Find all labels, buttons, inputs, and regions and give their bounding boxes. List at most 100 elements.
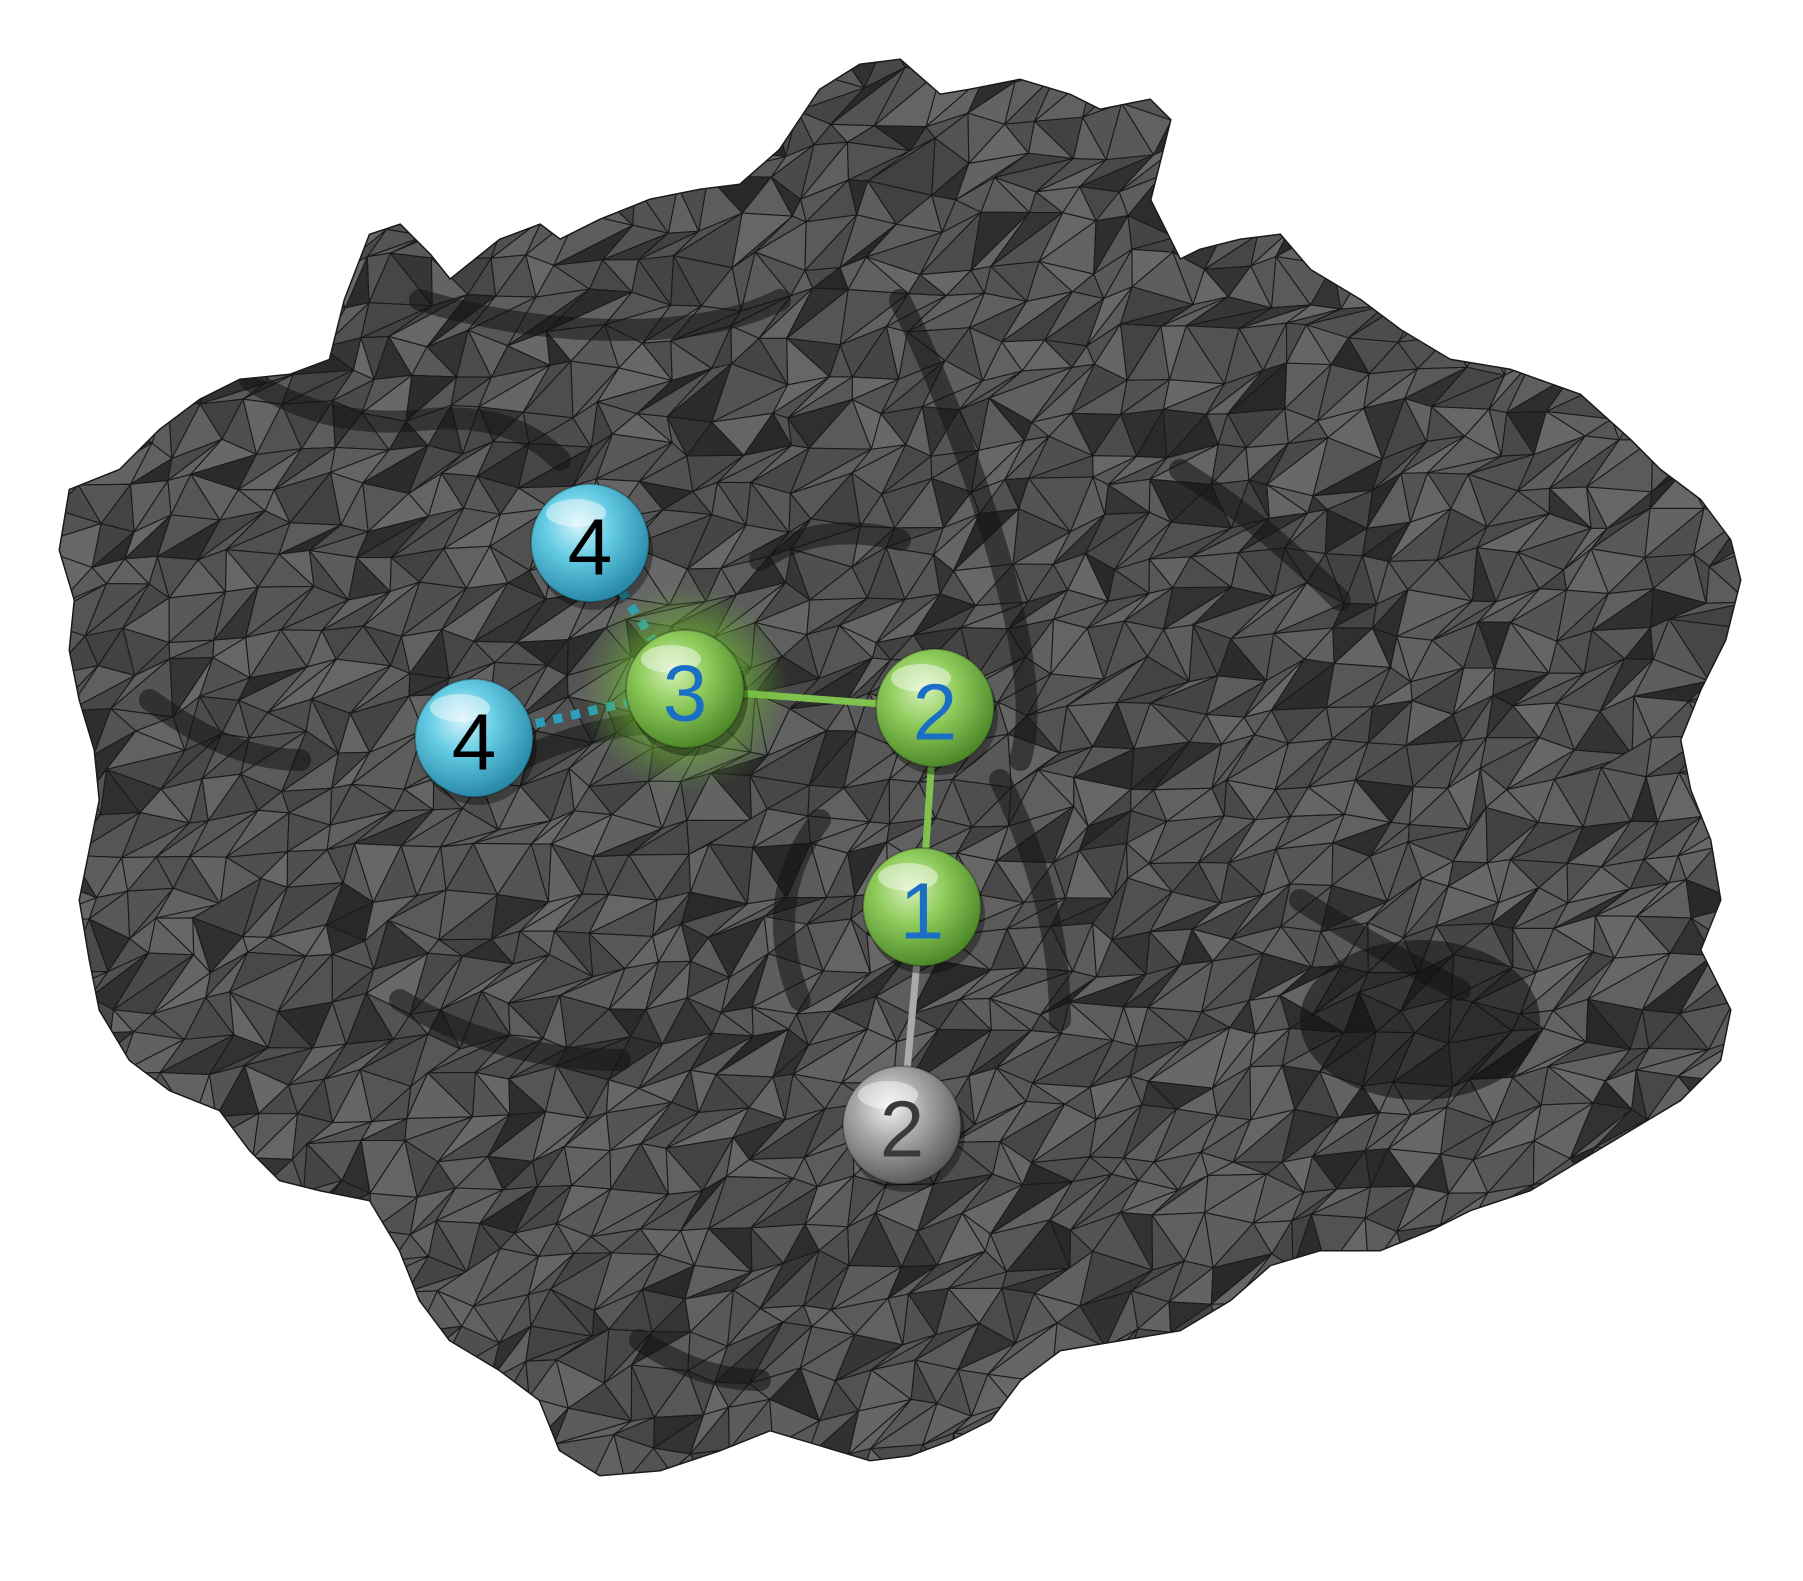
mesh-triangle bbox=[1353, 1266, 1409, 1311]
mesh-triangle bbox=[1302, 1366, 1333, 1406]
mesh-triangle bbox=[1405, 1343, 1469, 1375]
mesh-triangle bbox=[566, 1481, 625, 1524]
mesh-triangle bbox=[1761, 367, 1803, 408]
mesh-triangle bbox=[1633, 1328, 1709, 1363]
mesh-triangle bbox=[1502, 185, 1543, 226]
mesh-triangle bbox=[1406, 1343, 1469, 1373]
mesh-triangle bbox=[285, 1487, 335, 1529]
mesh-triangle bbox=[1568, 188, 1614, 221]
mesh-triangle bbox=[1373, 186, 1433, 234]
mesh-triangle bbox=[1581, 1371, 1634, 1423]
node-n2: 2 bbox=[875, 648, 998, 775]
mesh-triangle bbox=[583, 109, 619, 164]
mesh-triangle bbox=[364, 177, 388, 230]
mesh-triangle bbox=[1284, 1366, 1309, 1402]
mesh-triangle bbox=[1748, 884, 1803, 928]
mesh-triangle bbox=[1782, 1375, 1803, 1411]
mesh-triangle bbox=[1679, 1174, 1738, 1237]
mesh-triangle bbox=[431, 1413, 496, 1453]
mesh-triangle bbox=[123, 60, 155, 79]
mesh-triangle bbox=[60, 176, 86, 236]
mesh-triangle bbox=[186, 1284, 249, 1339]
mesh-triangle bbox=[1481, 1264, 1529, 1309]
mesh-triangle bbox=[1688, 1331, 1740, 1382]
mesh-triangle bbox=[113, 1399, 188, 1436]
mesh-triangle bbox=[388, 1396, 471, 1441]
mesh-triangle bbox=[396, 1325, 463, 1383]
mesh-triangle bbox=[1688, 1365, 1717, 1424]
mesh-triangle bbox=[1747, 642, 1776, 681]
mesh-triangle bbox=[1712, 457, 1740, 490]
mesh-triangle bbox=[287, 60, 324, 91]
mesh-triangle bbox=[1607, 381, 1654, 421]
mesh-triangle bbox=[1446, 60, 1491, 68]
mesh-triangle bbox=[162, 295, 219, 337]
mesh-triangle bbox=[60, 1441, 95, 1475]
mesh-triangle bbox=[1767, 269, 1793, 292]
mesh-triangle bbox=[1587, 1360, 1636, 1416]
mesh-triangle bbox=[70, 1266, 143, 1288]
mesh-triangle bbox=[192, 1473, 256, 1475]
mesh-triangle bbox=[466, 1396, 530, 1442]
mesh-triangle bbox=[1678, 233, 1740, 263]
mesh-triangle bbox=[168, 1414, 212, 1460]
mesh-triangle bbox=[1563, 1436, 1589, 1475]
mesh-triangle bbox=[1386, 1370, 1434, 1410]
mesh-triangle bbox=[1722, 1106, 1740, 1140]
mesh-triangle bbox=[1233, 71, 1301, 123]
mesh-triangle bbox=[1681, 159, 1740, 195]
mesh-triangle bbox=[350, 60, 412, 86]
mesh-triangle bbox=[1356, 1398, 1433, 1440]
mesh-triangle bbox=[1232, 1290, 1288, 1349]
node-label: 2 bbox=[880, 1085, 925, 1174]
mesh-triangle bbox=[1715, 1380, 1740, 1423]
mesh-triangle bbox=[1744, 997, 1782, 1041]
mesh-triangle bbox=[79, 326, 114, 372]
mesh-triangle bbox=[1723, 1137, 1740, 1178]
mesh-triangle bbox=[1765, 1441, 1793, 1472]
mesh-triangle bbox=[1441, 1328, 1505, 1375]
mesh-triangle bbox=[131, 1479, 189, 1528]
mesh-triangle bbox=[1619, 1152, 1661, 1198]
mesh-triangle bbox=[219, 1454, 256, 1475]
mesh-triangle bbox=[1670, 88, 1738, 111]
mesh-triangle bbox=[182, 1151, 227, 1199]
mesh-triangle bbox=[193, 298, 254, 339]
mesh-triangle bbox=[1530, 329, 1575, 375]
mesh-triangle bbox=[252, 1341, 294, 1369]
mesh-triangle bbox=[1532, 1250, 1568, 1309]
mesh-triangle bbox=[267, 1288, 332, 1344]
mesh-triangle bbox=[1793, 1140, 1803, 1199]
mesh-triangle bbox=[998, 1476, 1057, 1533]
mesh-triangle bbox=[384, 162, 449, 194]
mesh-triangle bbox=[1626, 1398, 1707, 1453]
mesh-triangle bbox=[1391, 257, 1447, 288]
mesh-triangle bbox=[1688, 1331, 1740, 1368]
mesh-triangle bbox=[1482, 258, 1520, 288]
node-highlight bbox=[641, 645, 701, 673]
mesh-triangle bbox=[187, 1330, 271, 1383]
mesh-triangle bbox=[111, 1099, 195, 1156]
surface-crease bbox=[409, 289, 791, 342]
mesh-triangle bbox=[167, 271, 220, 301]
mesh-triangle bbox=[187, 1256, 269, 1287]
mesh-triangle bbox=[1653, 233, 1709, 267]
mesh-triangle bbox=[1756, 1257, 1803, 1309]
mesh-triangle bbox=[1631, 1230, 1682, 1262]
mesh-triangle bbox=[510, 186, 554, 220]
mesh-triangle bbox=[1679, 1175, 1739, 1237]
mesh-triangle bbox=[1746, 37, 1803, 70]
mesh-triangle bbox=[82, 1337, 143, 1365]
mesh-triangle bbox=[1750, 657, 1803, 712]
mesh-triangle bbox=[132, 1363, 189, 1403]
mesh-triangle bbox=[198, 1396, 266, 1450]
mesh-triangle bbox=[1355, 1398, 1433, 1449]
mesh-triangle bbox=[80, 296, 144, 329]
mesh-triangle bbox=[984, 60, 1016, 83]
mesh-triangle bbox=[1718, 895, 1740, 937]
mesh-triangle bbox=[1320, 63, 1377, 125]
mesh-triangle bbox=[131, 1328, 171, 1383]
mesh-triangle bbox=[246, 1288, 271, 1332]
mesh-triangle bbox=[1326, 1269, 1370, 1310]
mesh-triangle bbox=[149, 60, 208, 80]
